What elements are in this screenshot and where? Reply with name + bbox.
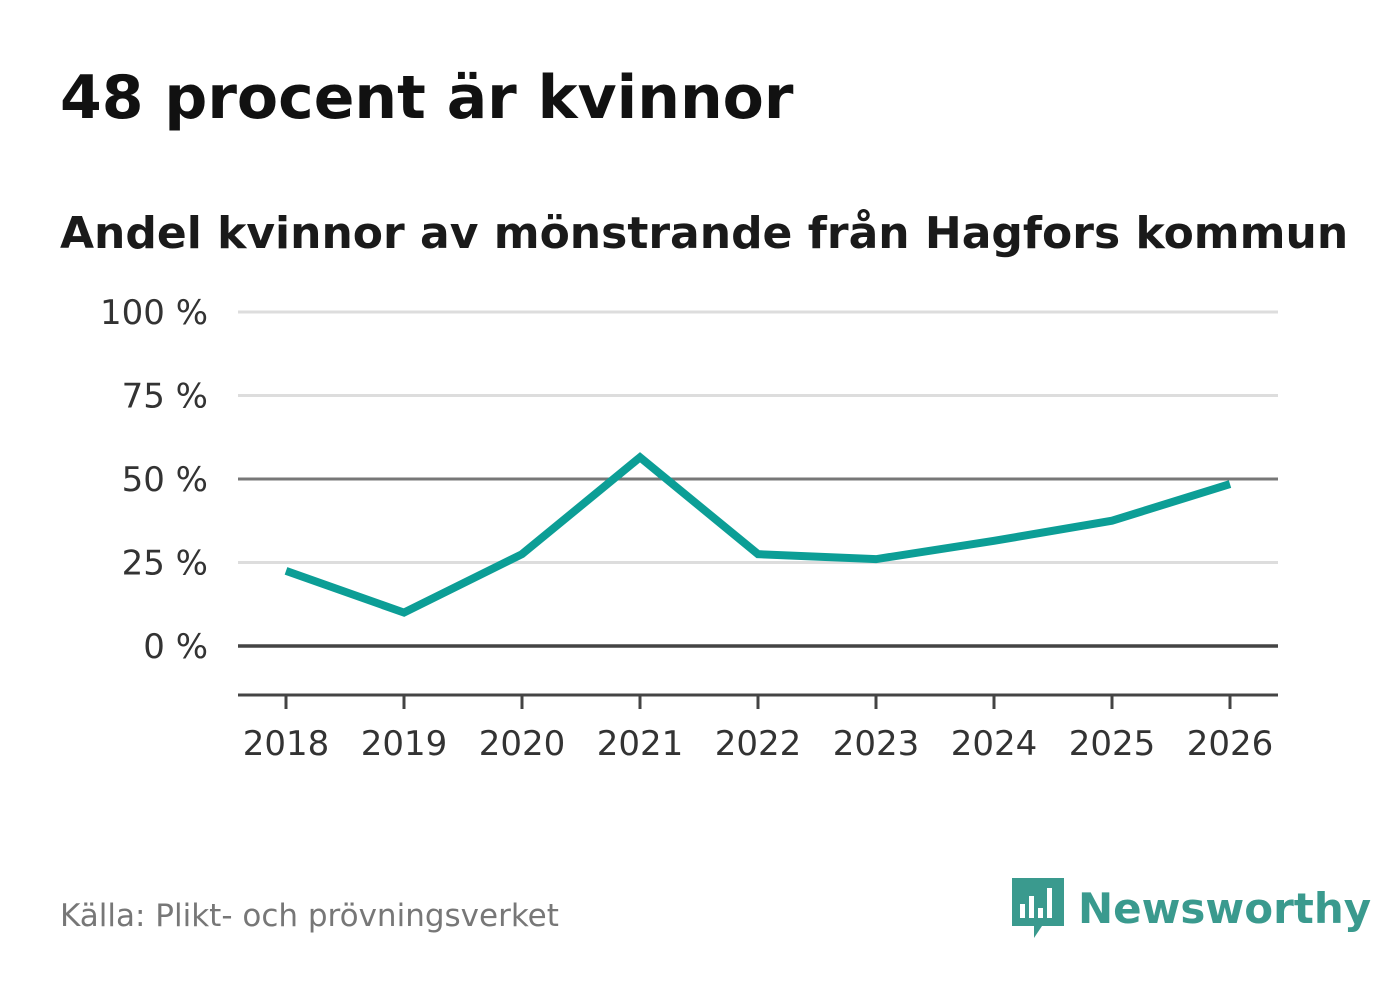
- y-tick-label-75: 75 %: [122, 377, 208, 417]
- chart-title: 48 procent är kvinnor: [60, 63, 794, 133]
- y-axis-ticks: 0 % 25 % 50 % 75 % 100 %: [100, 293, 208, 667]
- newsworthy-logo-icon: [1012, 878, 1064, 938]
- y-tick-label-100: 100 %: [100, 293, 208, 333]
- x-tick-label-2020: 2020: [479, 724, 566, 764]
- series-line-0: [284, 452, 1232, 617]
- x-tick-label-2022: 2022: [715, 724, 802, 764]
- grid-lines: [238, 310, 1278, 648]
- y-tick-label-50: 50 %: [122, 460, 208, 500]
- x-tick-label-2021: 2021: [597, 724, 684, 764]
- x-tick-label-2026: 2026: [1187, 724, 1274, 764]
- x-tick-label-2018: 2018: [243, 724, 330, 764]
- newsworthy-logo[interactable]: Newsworthy: [1012, 878, 1371, 940]
- series: [284, 452, 1232, 617]
- x-tick-label-2019: 2019: [361, 724, 448, 764]
- chart-subtitle: Andel kvinnor av mönstrande från Hagfors…: [60, 208, 1349, 259]
- x-axis: 2018 2019 2020 2021 2022 2023 2024 2025 2026: [238, 693, 1278, 764]
- x-tick-label-2025: 2025: [1069, 724, 1156, 764]
- x-tick-label-2024: 2024: [951, 724, 1038, 764]
- x-tick-label-2023: 2023: [833, 724, 920, 764]
- brand-name: Newsworthy: [1078, 884, 1372, 933]
- y-tick-label-25: 25 %: [122, 544, 208, 584]
- source-note: Källa: Plikt- och prövningsverket: [60, 898, 559, 934]
- y-tick-label-0: 0 %: [143, 627, 208, 667]
